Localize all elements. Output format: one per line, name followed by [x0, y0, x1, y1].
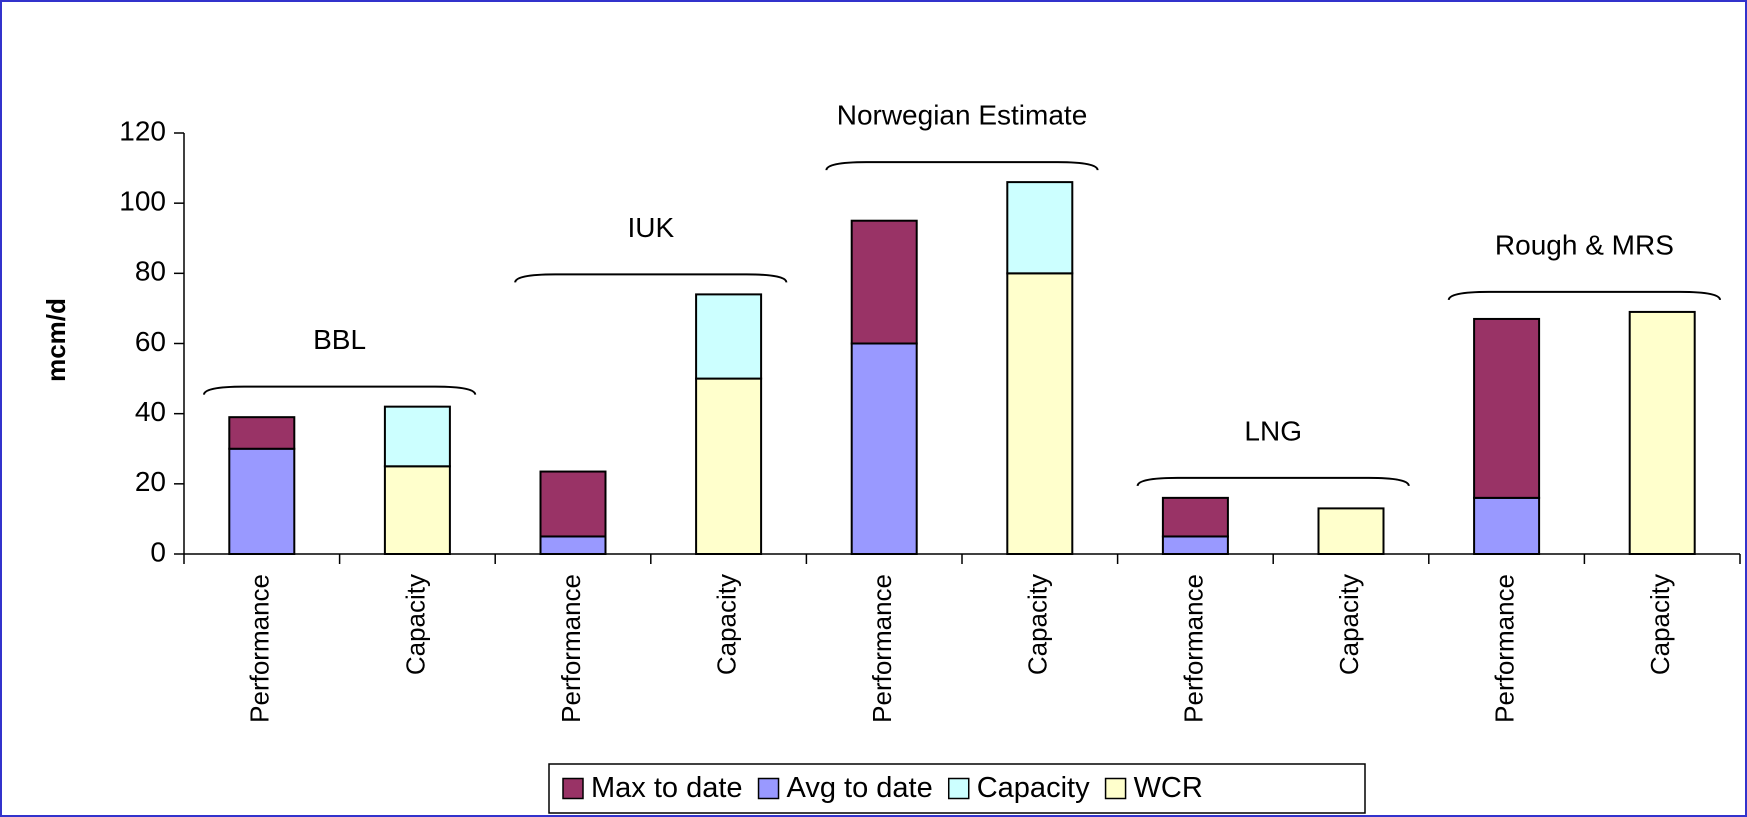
bar-segment — [1006, 181, 1074, 275]
group-label: Rough & MRS — [1495, 229, 1674, 260]
y-tick-label: 120 — [119, 115, 166, 146]
x-tick-label: Performance — [1489, 574, 1519, 723]
x-tick-label: Performance — [867, 574, 897, 723]
group-label: Norwegian Estimate — [837, 100, 1088, 131]
x-tick-label: Capacity — [1334, 574, 1364, 675]
y-tick-label: 60 — [135, 326, 166, 357]
bar-segment — [539, 470, 607, 538]
bar-segment — [1161, 496, 1229, 538]
bar-segment — [695, 377, 763, 556]
bar-segment — [383, 465, 451, 555]
y-tick-label: 100 — [119, 186, 166, 217]
legend-label: WCR — [1134, 772, 1203, 804]
bar-segment — [1006, 272, 1074, 555]
group-label: IUK — [627, 212, 674, 243]
bar-segment — [228, 416, 296, 450]
bar-segment — [695, 293, 763, 380]
legend: Max to date Avg to date Capacity WCR — [548, 763, 1366, 814]
bar-segment — [228, 447, 296, 555]
legend-swatch — [757, 777, 780, 800]
group-brace — [1447, 290, 1721, 301]
y-axis-label: mcm/d — [41, 298, 71, 382]
x-tick-label: Capacity — [1645, 574, 1675, 675]
bar-segment — [1628, 310, 1696, 555]
legend-label: Max to date — [591, 772, 743, 804]
legend-label: Capacity — [977, 772, 1090, 804]
bar-segment — [1317, 507, 1385, 555]
x-tick-label: Capacity — [711, 574, 741, 675]
x-tick-label: Performance — [556, 574, 586, 723]
bar-segment — [383, 405, 451, 468]
x-tick-label: Performance — [1178, 574, 1208, 723]
x-tick-label: Capacity — [1023, 574, 1053, 675]
legend-label: Avg to date — [787, 772, 933, 804]
group-brace — [825, 161, 1099, 171]
group-brace — [1136, 476, 1410, 487]
group-label: LNG — [1244, 415, 1302, 446]
y-tick-label: 0 — [150, 536, 166, 567]
bar-segment — [850, 219, 918, 345]
legend-swatch — [562, 777, 584, 800]
bar-segment — [850, 342, 918, 555]
bar-segment — [539, 535, 607, 555]
bar-segment — [1473, 496, 1541, 556]
bar-segment — [1161, 535, 1229, 555]
group-brace — [203, 385, 477, 395]
y-tick-label: 80 — [135, 256, 166, 287]
x-tick-label: Capacity — [400, 574, 430, 675]
bar-segment — [1473, 317, 1541, 499]
legend-swatch — [947, 777, 970, 800]
legend-swatch — [1104, 777, 1127, 800]
group-label: BBL — [313, 324, 366, 355]
group-brace — [514, 273, 788, 283]
x-tick-label: Performance — [245, 574, 275, 723]
y-tick-label: 40 — [135, 396, 166, 427]
y-tick-label: 20 — [135, 466, 166, 497]
